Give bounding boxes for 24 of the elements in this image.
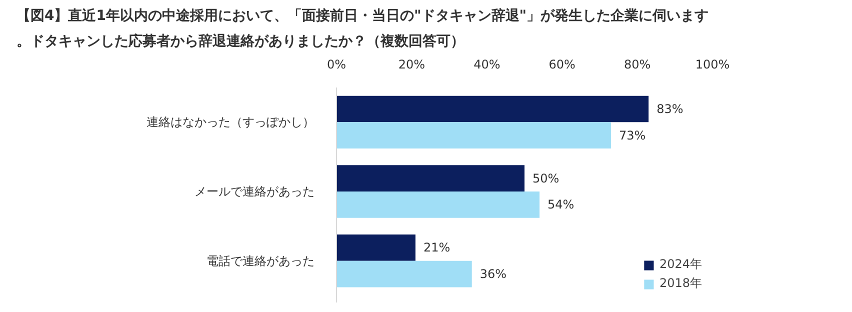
y-tick-label: メールで連絡があった [194, 184, 314, 199]
bar [336, 122, 611, 149]
x-tick-label: 40% [474, 58, 500, 72]
bar [336, 165, 524, 192]
x-tick-label: 60% [548, 58, 576, 72]
x-tick-label: 80% [624, 58, 651, 72]
x-tick-label: 20% [398, 58, 426, 72]
chart-title: 【図4】直近1年以内の中途採用において、「面接前日・当日の"ドタキャン辞退"」が発生した企業に伺います。ドタキャンした応募者から辞退連絡がありましたか？（複数回答可） [16, 6, 709, 50]
data-label: 50% [532, 171, 560, 186]
bar [336, 260, 472, 288]
legend-label: 2024年 [659, 256, 702, 273]
data-label: 36% [480, 267, 507, 282]
y-tick-label: 電話で連絡があった [206, 254, 314, 268]
data-label: 73% [618, 128, 646, 142]
x-tick-label: 100% [695, 58, 730, 72]
bar [336, 192, 540, 218]
data-label: 54% [548, 198, 574, 212]
bar [336, 96, 649, 122]
data-label: 83% [656, 102, 684, 116]
y-tick-label: 連絡はなかった（すっぽかし） [146, 115, 314, 130]
data-label: 21% [423, 240, 450, 255]
legend-label: 2018年 [659, 275, 702, 292]
x-tick-label: 0% [326, 58, 346, 72]
bar [336, 234, 416, 261]
